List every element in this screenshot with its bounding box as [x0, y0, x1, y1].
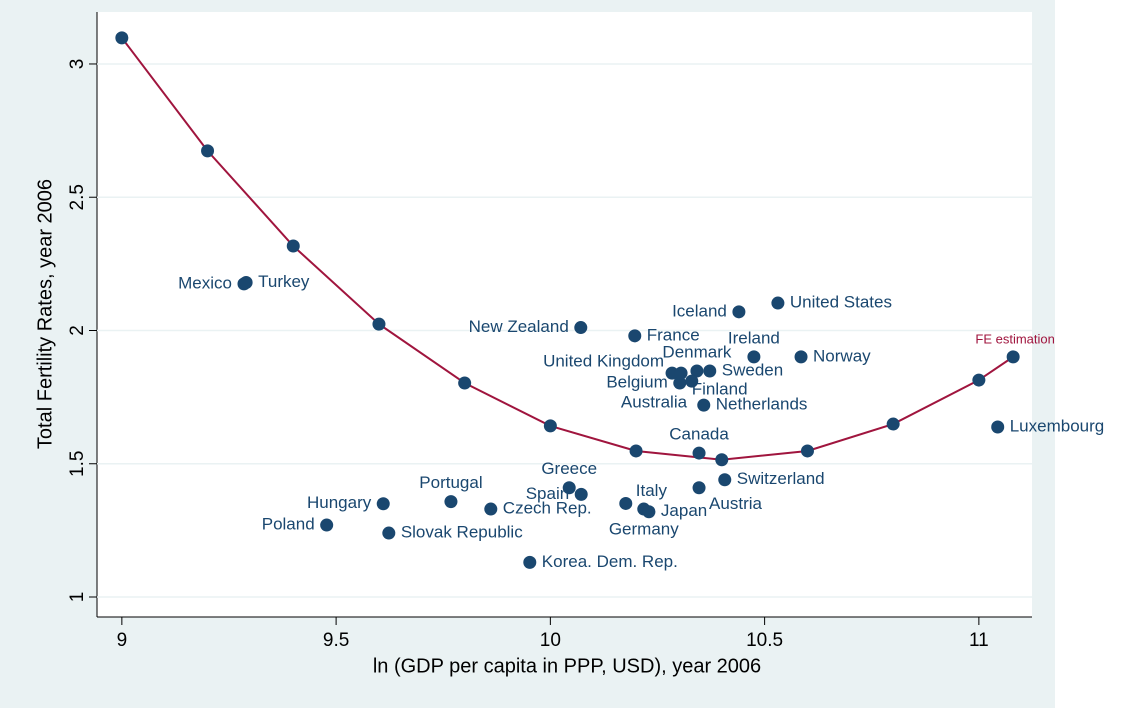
y-tick-label: 2.5: [67, 184, 88, 210]
point: [574, 487, 588, 501]
point: [685, 374, 699, 388]
point-label: New Zealand: [469, 317, 569, 336]
point: [382, 526, 396, 540]
point: [991, 420, 1005, 434]
point-label: Slovak Republic: [401, 523, 523, 542]
point: [747, 350, 761, 364]
point: [886, 417, 900, 431]
point: [629, 444, 643, 458]
y-tick-label: 1: [67, 592, 88, 603]
point: [574, 321, 588, 335]
point-label: Portugal: [419, 473, 482, 492]
point: [562, 481, 576, 495]
point-label: Italy: [636, 481, 668, 500]
point-label: Mexico: [178, 273, 232, 292]
y-axis-title: Total Fertility Rates, year 2006: [34, 179, 56, 449]
series-label: FE estimation: [975, 331, 1054, 346]
point-label: Iceland: [672, 301, 727, 320]
fit-line: [121, 37, 1014, 461]
point: [715, 453, 729, 467]
point: [794, 350, 808, 364]
point: [732, 305, 746, 319]
point: [1006, 350, 1020, 364]
x-tick-label: 9.5: [323, 630, 349, 651]
point: [239, 276, 253, 290]
plot-area: [97, 12, 1032, 617]
y-tick-label: 3: [67, 59, 88, 70]
point: [690, 364, 704, 378]
point: [458, 376, 472, 390]
point-label: Poland: [262, 515, 315, 534]
point-label: Norway: [813, 346, 871, 365]
point-label: Hungary: [307, 493, 372, 512]
point: [543, 419, 557, 433]
x-tick-label: 10.5: [746, 630, 783, 651]
point: [697, 398, 711, 412]
point: [444, 495, 458, 509]
point-label: Denmark: [662, 342, 731, 361]
y-tick-label: 1.5: [67, 451, 88, 477]
point-label: Korea. Dem. Rep.: [542, 552, 678, 571]
x-tick-label: 10: [540, 630, 561, 651]
point: [201, 144, 215, 158]
point-label: France: [647, 325, 700, 344]
point-label: Germany: [609, 520, 679, 539]
point-label: United Kingdom: [543, 352, 664, 371]
point: [673, 376, 687, 390]
point: [376, 497, 390, 511]
point: [286, 239, 300, 253]
point: [800, 444, 814, 458]
point-label: Spain: [526, 484, 569, 503]
point: [771, 296, 785, 310]
point-label: Netherlands: [716, 395, 808, 414]
point: [674, 366, 688, 380]
point: [642, 505, 656, 519]
point: [619, 496, 633, 510]
point: [692, 446, 706, 460]
y-tick-label: 2: [67, 325, 88, 336]
point: [703, 364, 717, 378]
point-label: Luxembourg: [1010, 416, 1105, 435]
point-label: Austria: [709, 494, 762, 513]
point-label: Greece: [541, 459, 597, 478]
point: [320, 518, 334, 532]
x-tick-label: 9: [117, 630, 128, 651]
point: [718, 473, 732, 487]
point-label: Ireland: [728, 328, 780, 347]
point-label: Sweden: [722, 360, 783, 379]
point: [115, 31, 129, 45]
point-label: Czech Rep.: [503, 499, 592, 518]
point: [972, 373, 986, 387]
point: [372, 317, 386, 331]
x-tick-label: 11: [969, 630, 989, 651]
point-label: Switzerland: [737, 469, 825, 488]
point-label: Finland: [692, 380, 748, 399]
point: [692, 481, 706, 495]
point-label: Australia: [621, 393, 688, 412]
point-label: United States: [790, 293, 892, 312]
point-label: Canada: [669, 425, 729, 444]
point-label: Turkey: [258, 272, 310, 291]
point-label: Belgium: [606, 372, 667, 391]
point: [665, 366, 679, 380]
point: [523, 555, 537, 569]
x-axis-title: ln (GDP per capita in PPP, USD), year 20…: [373, 655, 761, 677]
point: [484, 502, 498, 516]
point: [628, 329, 642, 343]
point-label: Japan: [661, 501, 707, 520]
